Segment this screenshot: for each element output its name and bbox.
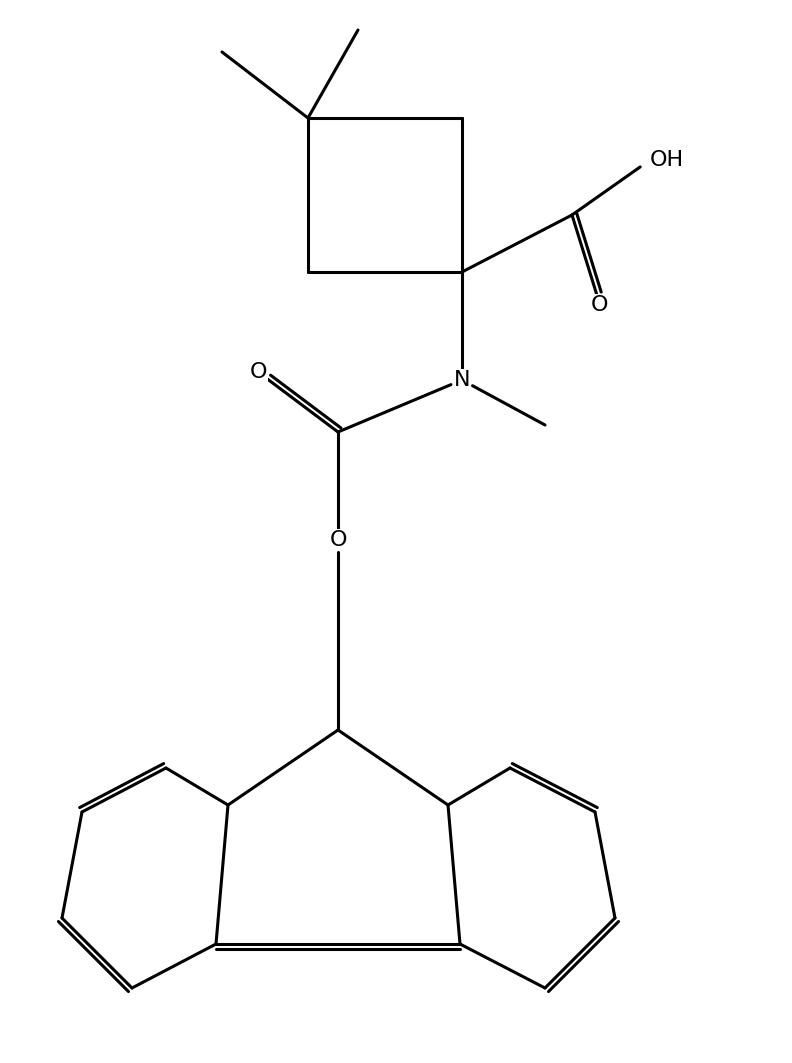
Text: O: O (592, 296, 609, 315)
Text: OH: OH (650, 150, 684, 170)
Text: O: O (249, 362, 267, 382)
Text: N: N (454, 370, 470, 390)
Text: O: O (329, 530, 347, 550)
